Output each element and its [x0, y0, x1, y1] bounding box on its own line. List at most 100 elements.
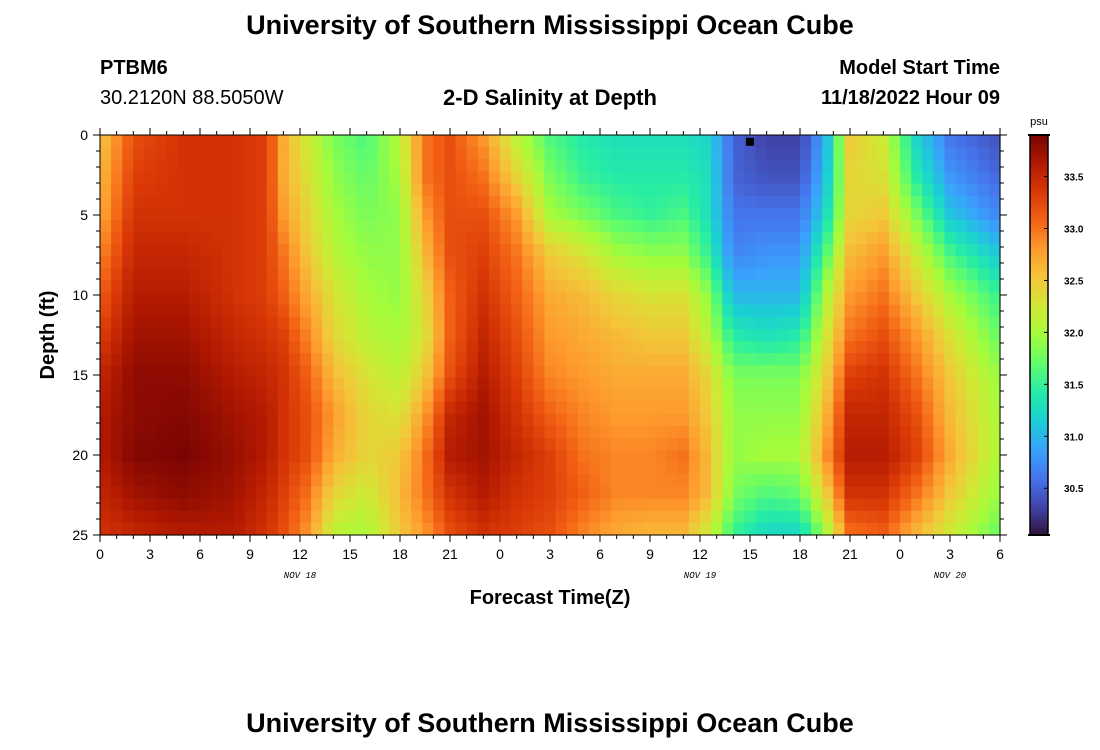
heatmap-cell	[466, 377, 479, 391]
heatmap-cell	[933, 328, 946, 342]
heatmap-cell	[100, 304, 112, 318]
heatmap-cell	[866, 462, 879, 475]
colorbar-segment	[1030, 448, 1048, 453]
heatmap-cell	[511, 231, 523, 245]
heatmap-cell	[300, 474, 312, 488]
heatmap-cell	[166, 341, 179, 354]
heatmap-cell	[866, 498, 879, 512]
heatmap-cell	[600, 304, 612, 318]
heatmap-cell	[300, 498, 312, 512]
heatmap-cell	[855, 341, 868, 354]
heatmap-cell	[511, 474, 523, 488]
heatmap-cell	[888, 292, 901, 306]
heatmap-cell	[266, 450, 279, 463]
heatmap-cell	[844, 316, 857, 330]
heatmap-cell	[688, 498, 701, 512]
heatmap-cell	[977, 462, 990, 475]
heatmap-cell	[244, 183, 257, 197]
heatmap-cell	[544, 183, 557, 197]
heatmap-cell	[344, 159, 357, 172]
heatmap-cell	[977, 280, 990, 294]
heatmap-cell	[211, 292, 223, 306]
heatmap-cell	[433, 401, 446, 415]
heatmap-cell	[133, 365, 146, 379]
heatmap-cell	[155, 316, 168, 330]
heatmap-cell	[811, 450, 823, 463]
heatmap-cell	[888, 401, 901, 415]
heatmap-cell	[822, 462, 834, 475]
heatmap-cell	[222, 486, 234, 500]
heatmap-cell	[911, 256, 923, 269]
heatmap-cell	[222, 159, 234, 172]
heatmap-cell	[133, 159, 146, 172]
heatmap-cell	[877, 304, 890, 318]
heatmap-cell	[555, 207, 568, 221]
heatmap-cell	[311, 292, 323, 306]
heatmap-cell	[644, 171, 657, 185]
heatmap-cell	[966, 401, 979, 415]
heatmap-cell	[733, 510, 746, 524]
heatmap-cell	[511, 438, 523, 451]
heatmap-cell	[311, 486, 323, 500]
heatmap-cell	[522, 147, 534, 160]
heatmap-cell	[922, 365, 934, 379]
heatmap-cell	[511, 135, 523, 148]
heatmap-cell	[722, 219, 734, 233]
heatmap-cell	[644, 510, 657, 524]
heatmap-cell	[500, 522, 512, 536]
heatmap-cell	[488, 377, 501, 391]
heatmap-cell	[877, 292, 890, 306]
heatmap-cell	[144, 486, 157, 500]
heatmap-cell	[166, 256, 179, 269]
heatmap-cell	[877, 450, 890, 463]
heatmap-cell	[200, 486, 212, 500]
heatmap-cell	[688, 438, 701, 451]
colorbar-segment	[1030, 268, 1048, 273]
heatmap-cell	[277, 474, 290, 488]
heatmap-cell	[722, 207, 734, 221]
heatmap-cell	[666, 207, 679, 221]
heatmap-cell	[677, 498, 690, 512]
heatmap-cell	[733, 244, 746, 257]
heatmap-cell	[522, 316, 534, 330]
heatmap-cell	[155, 135, 168, 148]
heatmap-cell	[733, 171, 746, 185]
heatmap-cell	[211, 207, 223, 221]
heatmap-cell	[155, 292, 168, 306]
heatmap-cell	[111, 450, 123, 463]
heatmap-cell	[544, 280, 557, 294]
heatmap-cell	[333, 219, 346, 233]
heatmap-cell	[277, 256, 290, 269]
heatmap-cell	[822, 401, 834, 415]
heatmap-cell	[277, 510, 290, 524]
heatmap-cell	[555, 316, 568, 330]
heatmap-cell	[211, 401, 223, 415]
heatmap-cell	[711, 462, 723, 475]
heatmap-cell	[122, 183, 134, 197]
heatmap-cell	[133, 147, 146, 160]
heatmap-cell	[400, 510, 412, 524]
heatmap-cell	[944, 341, 957, 354]
heatmap-cell	[588, 280, 601, 294]
heatmap-cell	[977, 244, 990, 257]
heatmap-cell	[977, 389, 990, 403]
heatmap-cell	[477, 401, 490, 415]
heatmap-cell	[644, 244, 657, 257]
heatmap-cell	[477, 413, 490, 427]
heatmap-cell	[800, 304, 812, 318]
heatmap-cell	[955, 486, 968, 500]
heatmap-cell	[600, 377, 612, 391]
heatmap-cell	[588, 377, 601, 391]
heatmap-cell	[244, 316, 257, 330]
heatmap-cell	[322, 462, 334, 475]
heatmap-cell	[266, 147, 279, 160]
heatmap-cell	[277, 207, 290, 221]
heatmap-cell	[488, 413, 501, 427]
heatmap-cell	[777, 159, 790, 172]
heatmap-cell	[555, 486, 568, 500]
heatmap-cell	[488, 135, 501, 148]
heatmap-cell	[900, 195, 912, 209]
x-tick-label: 3	[946, 546, 954, 562]
heatmap-cell	[677, 474, 690, 488]
heatmap-cell	[133, 183, 146, 197]
